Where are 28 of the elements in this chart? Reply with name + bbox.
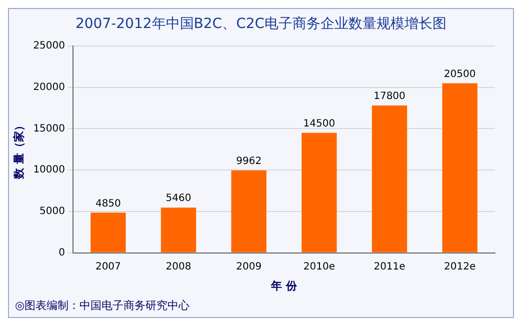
data-label: 20500: [444, 68, 476, 80]
x-tick-label: 2008: [166, 261, 192, 272]
data-label: 17800: [374, 91, 406, 102]
x-tick-label: 2010e: [303, 261, 335, 272]
x-tick-label: 2009: [236, 261, 262, 272]
bar: [302, 132, 337, 252]
x-axis-title: 年 份: [270, 279, 298, 292]
x-tick-label: 2012e: [444, 261, 476, 272]
data-label: 9962: [236, 156, 262, 167]
bar: [372, 106, 408, 252]
bar: [160, 208, 196, 252]
y-tick-label: 25000: [33, 40, 66, 52]
y-tick-label: 5000: [40, 206, 66, 218]
chart-title: 2007-2012年中国B2C、C2C电子商务企业数量规模增长图: [74, 15, 448, 34]
bar: [231, 170, 266, 252]
y-tick-label: 0: [58, 247, 66, 258]
data-label: 5460: [166, 193, 192, 204]
data-label: 14500: [303, 118, 336, 130]
data-label: 4850: [95, 198, 121, 210]
x-tick-label: 2011e: [374, 261, 406, 272]
text: ◎图表编制：中国电子商务研究中心: [15, 299, 190, 312]
bar: [90, 212, 126, 252]
x-tick-label: 2007: [95, 261, 121, 272]
y-tick-label: 10000: [33, 164, 66, 176]
y-tick-label: 20000: [33, 82, 66, 93]
y-tick-label: 15000: [33, 123, 66, 134]
bar: [442, 83, 478, 252]
y-axis-title: 数 量（家）: [12, 120, 26, 180]
